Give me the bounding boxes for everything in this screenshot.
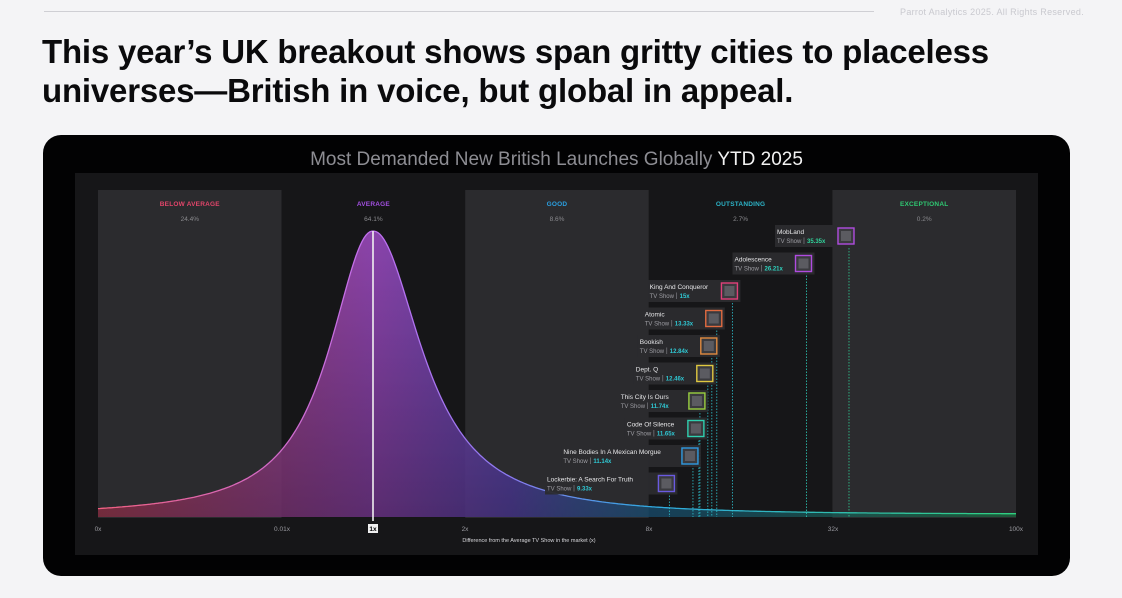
band-exceptional — [832, 190, 1016, 518]
thumbnail-image — [691, 396, 702, 406]
show-label[interactable]: Lockerbie: A Search For Truth TV Show 9.33… — [545, 472, 678, 495]
show-label-bg — [642, 307, 725, 330]
headline: This year’s UK breakout shows span gritt… — [42, 33, 989, 109]
chart-title-highlight: YTD 2025 — [717, 149, 803, 170]
show-type: TV Show — [636, 377, 661, 383]
x-tick-label: 100x — [1009, 526, 1024, 533]
show-label[interactable]: King And Conqueror TV Show 15x — [647, 280, 741, 302]
show-label-bg — [732, 252, 815, 275]
show-demand-value: 11.14x — [593, 459, 612, 465]
x-tick-label: 8x — [646, 526, 654, 533]
thumbnail-image — [840, 231, 851, 241]
show-demand-value: 12.84x — [670, 349, 689, 355]
show-label-bg — [633, 362, 716, 385]
show-label[interactable]: Dept. Q TV Show 12.46x — [633, 362, 716, 385]
show-name: Atomic — [645, 312, 666, 319]
band-share: 2.7% — [733, 216, 748, 223]
show-name: This City Is Ours — [621, 394, 670, 401]
show-demand-value: 12.46x — [666, 377, 685, 383]
show-demand-value: 35.35x — [807, 239, 826, 245]
show-label-bg — [637, 335, 720, 357]
show-label[interactable]: Atomic TV Show 13.33x — [642, 307, 725, 330]
thumbnail-image — [661, 478, 672, 489]
show-name: MobLand — [777, 229, 804, 236]
show-name: Dept. Q — [636, 367, 658, 374]
show-type: TV Show — [735, 267, 760, 273]
thumbnail-image — [703, 341, 714, 351]
x-tick-label: 0x — [95, 526, 103, 533]
band-label: BELOW AVERAGE — [160, 201, 220, 208]
x-tick-label: 32x — [828, 526, 839, 533]
show-label[interactable]: This City Is Ours TV Show 11.74x — [618, 390, 708, 412]
chart-title: Most Demanded New British Launches Globa… — [43, 149, 1070, 171]
show-type: TV Show — [650, 294, 675, 300]
thumbnail-image — [699, 368, 710, 379]
show-label-bg — [545, 472, 678, 495]
band-label: GOOD — [547, 201, 568, 208]
x-axis-label: Difference from the Average TV Show in t… — [462, 538, 595, 544]
show-label-bg — [618, 390, 708, 412]
tick-highlight-box — [368, 524, 378, 533]
thumbnail-image — [724, 286, 735, 296]
show-type: TV Show — [563, 459, 588, 465]
band-below-average — [98, 190, 282, 518]
show-name: Bookish — [640, 339, 664, 346]
x-tick-label: 0.01x — [274, 526, 291, 533]
show-type: TV Show — [640, 349, 665, 355]
distribution-shade — [98, 231, 1016, 517]
show-demand-value: 26.21x — [765, 267, 784, 273]
band-label: AVERAGE — [357, 201, 391, 208]
show-label-bg — [774, 225, 857, 247]
show-type: TV Show — [645, 322, 670, 328]
show-name: Nine Bodies In A Mexican Morgue — [563, 449, 661, 456]
thumbnail-image — [690, 423, 701, 434]
top-divider — [44, 11, 874, 12]
show-demand-value: 11.74x — [651, 404, 670, 410]
demand-distribution-chart: BELOW AVERAGE 24.4% AVERAGE 64.1% GOOD 8.6% OU… — [95, 190, 1024, 544]
x-tick-label: 1x — [369, 526, 377, 533]
show-label[interactable]: Nine Bodies In A Mexican Morgue TV Show 11… — [561, 445, 701, 467]
band-label: OUTSTANDING — [716, 201, 765, 208]
show-name: Lockerbie: A Search For Truth — [547, 477, 633, 484]
show-name: King And Conqueror — [650, 284, 709, 291]
band-share: 64.1% — [364, 216, 383, 223]
show-label-bg — [561, 445, 701, 467]
band-share: 0.2% — [917, 216, 932, 223]
thumbnail-image — [798, 258, 809, 269]
show-demand-value: 9.33x — [577, 487, 593, 493]
show-name: Code Of Silence — [627, 422, 675, 429]
show-label-bg — [624, 417, 707, 440]
show-label[interactable]: Bookish TV Show 12.84x — [637, 335, 720, 357]
show-name: Adolescence — [735, 257, 773, 264]
show-demand-value: 11.65x — [657, 432, 676, 438]
show-type: TV Show — [621, 404, 646, 410]
show-type: TV Show — [547, 487, 572, 493]
show-label-bg — [647, 280, 741, 302]
show-label[interactable]: MobLand TV Show 35.35x — [774, 225, 857, 247]
band-label: EXCEPTIONAL — [900, 201, 948, 208]
chart-card: Most Demanded New British Launches Globa… — [43, 135, 1070, 576]
show-demand-value: 13.33x — [675, 322, 694, 328]
thumbnail-image — [684, 451, 695, 461]
x-tick-label: 2x — [462, 526, 470, 533]
copyright-text: Parrot Analytics 2025. All Rights Reserv… — [900, 7, 1084, 17]
show-label[interactable]: Adolescence TV Show 26.21x — [732, 252, 815, 275]
chart-title-prefix: Most Demanded New British Launches Globa… — [310, 149, 713, 170]
show-type: TV Show — [627, 432, 652, 438]
show-demand-value: 15x — [680, 294, 691, 300]
show-type: TV Show — [777, 239, 802, 245]
thumbnail-image — [708, 313, 719, 324]
show-label[interactable]: Code Of Silence TV Show 11.65x — [624, 417, 707, 440]
band-share: 24.4% — [181, 216, 200, 223]
band-share: 8.6% — [550, 216, 565, 223]
